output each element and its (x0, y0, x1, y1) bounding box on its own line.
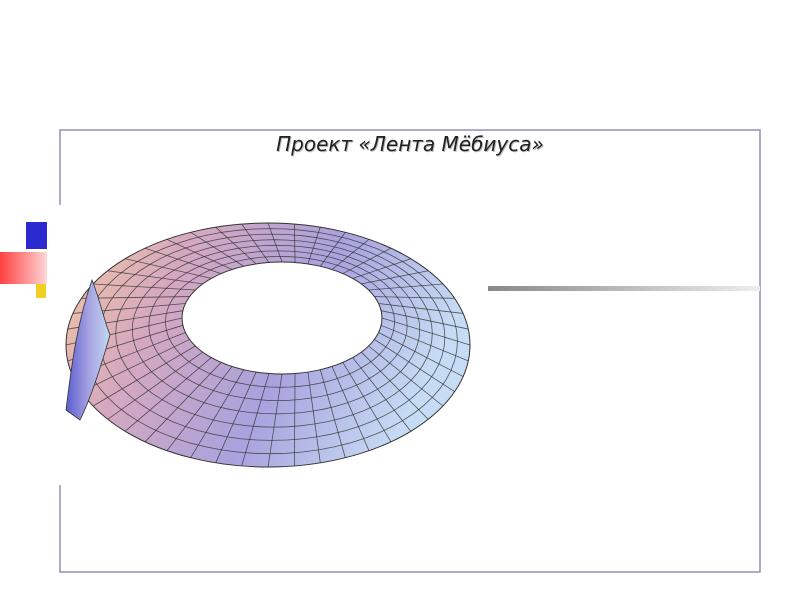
frame-gap (47, 205, 67, 485)
grid-spoke (352, 357, 412, 432)
grid-spoke (331, 239, 370, 270)
blue-square (26, 222, 48, 249)
twist-edge (65, 278, 111, 421)
gray-line (488, 286, 760, 291)
grid-spoke (342, 362, 392, 442)
grid-spoke (381, 317, 471, 346)
grid-spoke (125, 258, 212, 279)
grid-spoke (374, 339, 455, 393)
grid-spoke (190, 231, 244, 267)
grid-spoke (374, 296, 455, 299)
grid-spoke (166, 366, 233, 451)
grid-spoke (361, 351, 429, 420)
grid-spoke (342, 247, 392, 274)
grid-spoke (92, 345, 196, 407)
grid-spoke (319, 369, 346, 458)
grid-spoke (93, 283, 196, 291)
grid-spoke (378, 303, 464, 314)
grid-spoke (331, 366, 370, 451)
grid-spoke (81, 339, 190, 393)
yellow-square (36, 284, 46, 298)
grid-spoke (368, 345, 444, 407)
grid-spoke (380, 324, 469, 362)
grid-spoke (267, 222, 283, 263)
grid-spoke (190, 369, 245, 458)
grid-spoke (368, 283, 443, 291)
grid-spoke (107, 351, 203, 420)
grid-spoke (215, 226, 257, 265)
grid-spoke (307, 227, 321, 265)
grid-spoke (293, 224, 296, 263)
grid-spoke (319, 232, 346, 267)
grid-spoke (215, 371, 257, 464)
grid-spoke (361, 270, 429, 285)
grid-spoke (307, 372, 321, 463)
grid-spoke (241, 223, 270, 263)
grid-spoke (267, 373, 283, 468)
grid-spoke (124, 357, 212, 432)
grid-spoke (378, 332, 464, 377)
grid-spoke (144, 247, 222, 274)
grid-spoke (293, 373, 296, 466)
grid-spoke (381, 310, 469, 330)
grid-spoke (107, 270, 203, 285)
grid-spoke (241, 373, 270, 467)
grid-spoke (144, 362, 222, 443)
mobius-strip (65, 222, 471, 468)
grid-spoke (352, 258, 411, 279)
grid-spoke (81, 296, 190, 299)
grid-spoke (166, 238, 233, 270)
slide-title: Проект «Лента Мёбиуса» (276, 132, 544, 156)
